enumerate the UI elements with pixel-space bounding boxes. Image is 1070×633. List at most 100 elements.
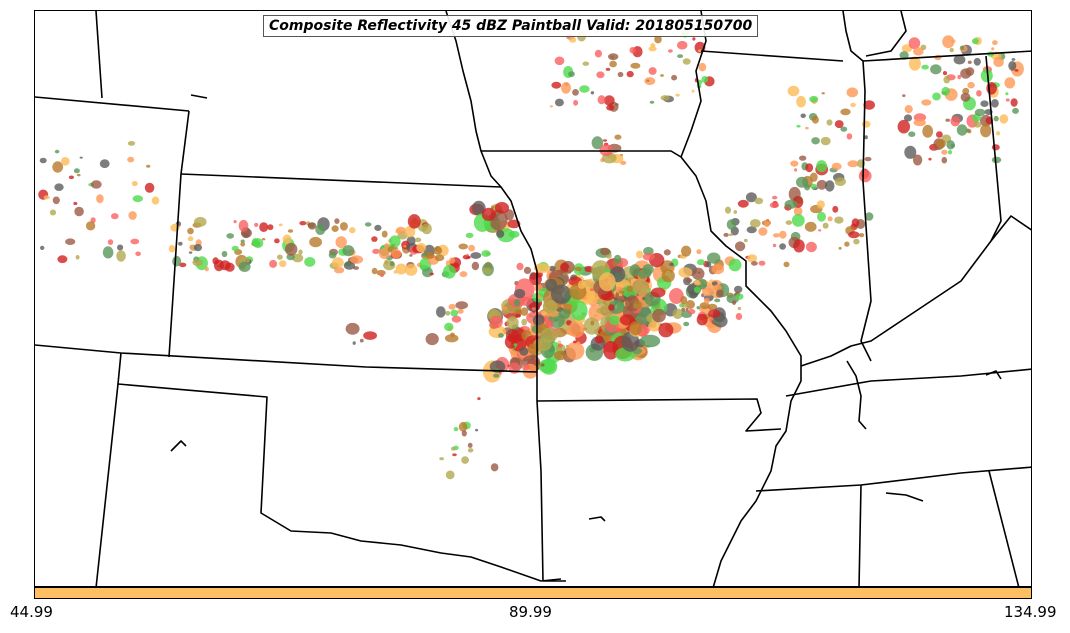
reflectivity-cell xyxy=(571,300,588,321)
reflectivity-cell xyxy=(946,140,955,150)
reflectivity-cell xyxy=(493,373,500,378)
reflectivity-cell xyxy=(74,206,84,217)
reflectivity-cell xyxy=(443,264,456,279)
reflectivity-cell xyxy=(899,51,909,60)
reflectivity-cell xyxy=(458,243,469,250)
reflectivity-cell xyxy=(188,251,193,254)
reflectivity-cell xyxy=(409,254,413,257)
reflectivity-cell xyxy=(450,309,459,317)
boundary-nm-tx xyxy=(95,383,119,586)
reflectivity-cell xyxy=(945,118,950,122)
reflectivity-cell xyxy=(941,156,948,164)
reflectivity-cell xyxy=(467,442,473,448)
reflectivity-cell xyxy=(298,249,303,255)
reflectivity-cell xyxy=(960,45,965,50)
reflectivity-cell xyxy=(669,288,684,304)
reflectivity-cell xyxy=(638,270,648,279)
reflectivity-cell xyxy=(65,238,76,245)
reflectivity-cell xyxy=(574,266,582,272)
boundary-al-ga xyxy=(988,470,1020,586)
reflectivity-cell xyxy=(598,272,616,292)
reflectivity-cell xyxy=(304,257,316,267)
reflectivity-cell xyxy=(769,202,780,209)
reflectivity-cell xyxy=(425,333,439,346)
reflectivity-cell xyxy=(379,273,384,277)
reflectivity-cell xyxy=(391,249,402,259)
boundary-ms-al xyxy=(858,484,862,586)
reflectivity-cell xyxy=(956,124,968,136)
reflectivity-cell xyxy=(692,37,696,41)
reflectivity-cell xyxy=(239,257,250,264)
reflectivity-cell xyxy=(811,137,820,145)
reflectivity-cell xyxy=(816,160,828,173)
reflectivity-cell xyxy=(578,280,586,290)
reflectivity-cell xyxy=(948,149,952,155)
reflectivity-cell xyxy=(820,136,831,146)
reflectivity-cell xyxy=(451,315,462,323)
reflectivity-cell xyxy=(696,259,705,266)
reflectivity-cell xyxy=(68,175,74,180)
reflectivity-cell xyxy=(532,314,545,326)
reflectivity-cell xyxy=(278,223,283,227)
map-panel xyxy=(34,10,1032,587)
reflectivity-cell xyxy=(589,288,594,292)
reflectivity-cell xyxy=(521,318,527,326)
reflectivity-cell xyxy=(99,159,110,169)
reflectivity-cell xyxy=(745,192,757,203)
reflectivity-cell xyxy=(448,303,456,310)
reflectivity-cell xyxy=(609,315,620,326)
reflectivity-cell xyxy=(404,264,418,276)
reflectivity-cell xyxy=(61,157,70,166)
reflectivity-cell xyxy=(713,284,722,292)
reflectivity-cell xyxy=(39,157,47,164)
reflectivity-cell xyxy=(967,60,972,64)
reflectivity-cell xyxy=(669,262,674,266)
reflectivity-cell xyxy=(144,182,155,193)
reflectivity-cell xyxy=(292,253,304,263)
reflectivity-cells xyxy=(38,28,1024,480)
reflectivity-cell xyxy=(629,47,636,54)
reflectivity-cell xyxy=(475,428,479,432)
reflectivity-cell xyxy=(832,205,839,213)
reflectivity-cell xyxy=(728,258,742,272)
reflectivity-cell xyxy=(116,250,126,262)
reflectivity-cell xyxy=(523,266,532,274)
reflectivity-cell xyxy=(557,343,563,348)
state-boundaries xyxy=(35,11,1031,586)
reflectivity-cell xyxy=(221,250,228,258)
reflectivity-cell xyxy=(252,238,264,249)
reflectivity-cell xyxy=(967,129,972,134)
reflectivity-cell xyxy=(315,224,326,236)
reflectivity-cell xyxy=(470,252,482,259)
reflectivity-cell xyxy=(864,156,872,162)
reflectivity-cell xyxy=(733,210,738,214)
lake-tn xyxy=(985,370,1002,380)
reflectivity-cell xyxy=(363,331,377,340)
reflectivity-cell xyxy=(728,233,734,236)
reflectivity-cell xyxy=(127,156,135,163)
reflectivity-cell xyxy=(660,95,670,101)
reflectivity-cell xyxy=(240,239,245,243)
reflectivity-cell xyxy=(772,195,778,200)
reflectivity-cell xyxy=(603,95,615,106)
reflectivity-cell xyxy=(619,314,635,326)
reflectivity-cell xyxy=(796,95,806,108)
reflectivity-cell xyxy=(650,43,656,48)
boundary-ia-mo xyxy=(481,150,682,158)
reflectivity-cell xyxy=(193,244,202,252)
reflectivity-cell xyxy=(864,212,874,221)
reflectivity-cell xyxy=(434,254,445,262)
reflectivity-cell xyxy=(707,303,718,311)
reflectivity-cell xyxy=(179,262,187,268)
reflectivity-cell xyxy=(540,363,545,367)
reflectivity-cell xyxy=(609,60,617,68)
reflectivity-cell xyxy=(491,205,495,210)
reflectivity-cell xyxy=(863,100,875,110)
reflectivity-cell xyxy=(644,77,656,86)
reflectivity-cell xyxy=(579,85,590,93)
reflectivity-cell xyxy=(254,222,259,227)
reflectivity-cell xyxy=(646,79,650,82)
reflectivity-cell xyxy=(54,183,64,191)
reflectivity-cell xyxy=(204,266,209,272)
reflectivity-cell xyxy=(980,123,992,138)
